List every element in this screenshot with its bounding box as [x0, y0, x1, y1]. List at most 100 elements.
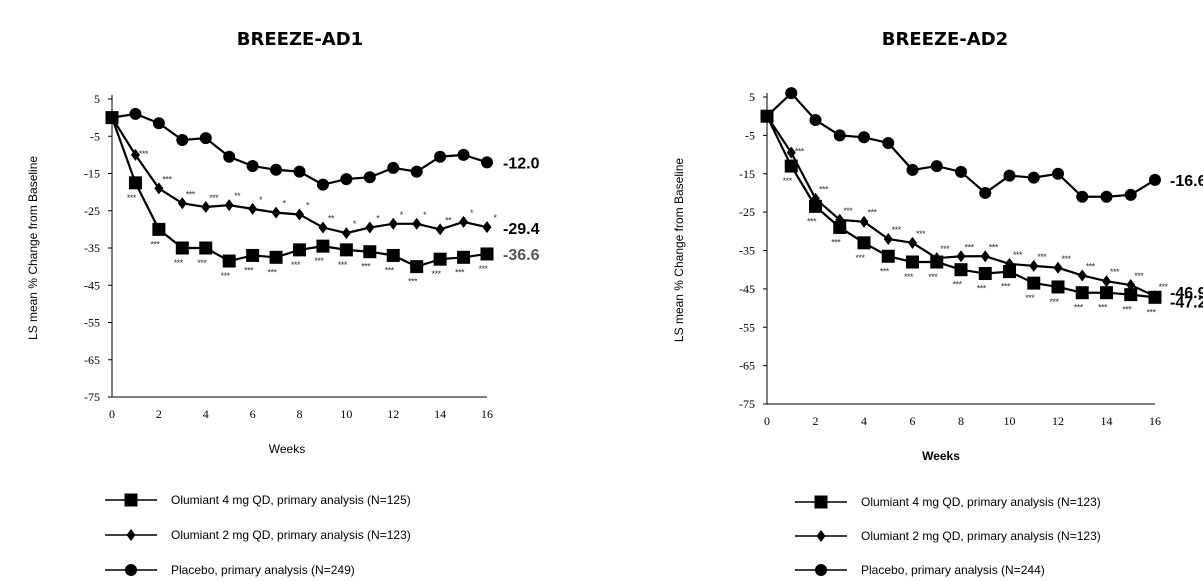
data-point: [271, 206, 281, 219]
significance-label: ***: [989, 242, 999, 252]
data-point: [1149, 173, 1161, 186]
legend-marker: [125, 564, 137, 576]
legend-entry-square: Olumiant 4 mg QD, primary analysis (N=12…: [795, 495, 1101, 509]
data-point: [410, 260, 424, 274]
chart-panel-1: BREEZE-AD1 5 -5 -15 -25 -35 -45 -55 -65 -75 0 2 4 6 8 1…: [26, 29, 540, 577]
significance-label: ***: [186, 189, 196, 199]
significance-label: ***: [952, 280, 962, 290]
data-point: [930, 160, 943, 173]
data-point: [858, 131, 870, 144]
series-square: ****************************************…: [105, 111, 540, 287]
end-value-label: -47.2: [1170, 294, 1203, 311]
significance-label: ***: [1049, 297, 1059, 307]
data-point: [199, 241, 213, 255]
data-point: [881, 249, 895, 263]
significance-label: ***: [1037, 252, 1047, 262]
legend-entry-diamond: Olumiant 2 mg QD, primary analysis (N=12…: [795, 529, 1101, 543]
data-point: [316, 239, 330, 253]
data-point: [809, 199, 822, 213]
series-square: *** *** *** *** *** *** *** *** *** *** *** *** *** *…: [760, 109, 1203, 317]
chart-panel-2: BREEZE-AD2 5 -5 -15 -25 -35 -45 -55 -65 -75 0 2 4 6 8 1…: [672, 29, 1203, 577]
significance-label: ***: [867, 208, 877, 218]
data-point: [106, 111, 118, 124]
significance-label: ***: [1158, 282, 1168, 292]
data-point: [175, 241, 189, 255]
data-point: [1027, 276, 1041, 290]
data-point: [318, 221, 328, 234]
significance-label: *: [306, 200, 310, 210]
data-point: [435, 223, 445, 236]
x-tick-label: 12: [387, 407, 399, 421]
significance-label: ***: [291, 260, 301, 270]
significance-label: ***: [150, 239, 160, 249]
data-point: [833, 220, 847, 234]
significance-label: *: [423, 210, 427, 220]
legend-marker: [124, 493, 138, 507]
x-tick-label: 14: [1101, 414, 1113, 428]
y-tick-label: -15: [84, 167, 100, 181]
data-point: [1051, 280, 1065, 294]
data-point: [339, 243, 353, 257]
significance-label: ***: [197, 258, 207, 268]
data-point: [906, 163, 919, 176]
data-point: [956, 250, 966, 263]
significance-label: ***: [338, 260, 348, 270]
data-point: [932, 252, 942, 265]
y-tick-label: -15: [739, 167, 755, 181]
x-tick-label: 16: [1149, 414, 1161, 428]
x-tick-label: 6: [250, 407, 256, 421]
significance-label: **: [328, 214, 335, 224]
significance-label: ***: [1122, 305, 1132, 315]
significance-label: ***: [843, 206, 853, 216]
significance-label: ***: [1146, 307, 1156, 317]
significance-label: ***: [1110, 267, 1120, 277]
data-point: [457, 148, 470, 161]
significance-label: ***: [928, 272, 938, 282]
legend-marker: [816, 530, 826, 542]
significance-label: ***: [1086, 261, 1096, 271]
data-point: [785, 87, 798, 100]
data-point: [1053, 261, 1063, 274]
x-tick-label: 10: [1004, 414, 1016, 428]
legend-label: Olumiant 4 mg QD, primary analysis (N=12…: [861, 495, 1101, 509]
data-point: [246, 160, 259, 173]
legend-entry-circle: Placebo, primary analysis (N=249): [105, 563, 355, 577]
data-point: [340, 173, 353, 186]
data-point: [883, 232, 893, 245]
y-tick-label: -25: [84, 204, 100, 218]
legend-entry-square: Olumiant 4 mg QD, primary analysis (N=12…: [105, 493, 411, 507]
significance-label: ***: [174, 258, 184, 268]
y-tick-label: 5: [94, 92, 100, 106]
legend-label: Olumiant 4 mg QD, primary analysis (N=12…: [171, 493, 411, 507]
chart-title: BREEZE-AD2: [882, 29, 1008, 50]
legend-marker: [126, 529, 136, 541]
data-point: [786, 146, 796, 159]
y-axis-label: LS mean % Change from Baseline: [26, 156, 40, 340]
data-point: [1003, 265, 1016, 279]
data-point: [908, 236, 917, 249]
significance-label: ***: [977, 284, 987, 294]
data-point: [1124, 288, 1138, 302]
data-point: [363, 171, 376, 184]
data-point: [434, 150, 447, 163]
data-point: [1150, 290, 1160, 303]
data-point: [223, 150, 236, 163]
x-axis-label: Weeks: [269, 442, 305, 456]
end-value-label: -12.0: [503, 155, 540, 172]
data-point: [363, 245, 377, 259]
data-point: [341, 227, 351, 240]
legend-label: Olumiant 2 mg QD, primary analysis (N=12…: [171, 528, 411, 542]
significance-label: ***: [244, 265, 254, 275]
significance-label: ***: [1074, 303, 1084, 313]
significance-label: ***: [1025, 293, 1035, 303]
y-tick-label: -5: [745, 128, 755, 142]
x-tick-label: 10: [340, 407, 352, 421]
data-point: [1076, 190, 1089, 203]
data-point: [246, 248, 260, 262]
x-tick-label: 12: [1052, 414, 1064, 428]
significance-label: *: [376, 214, 380, 224]
legend-entry-diamond: Olumiant 2 mg QD, primary analysis (N=12…: [105, 528, 411, 542]
x-tick-label: 4: [861, 414, 867, 428]
data-point: [859, 215, 869, 228]
